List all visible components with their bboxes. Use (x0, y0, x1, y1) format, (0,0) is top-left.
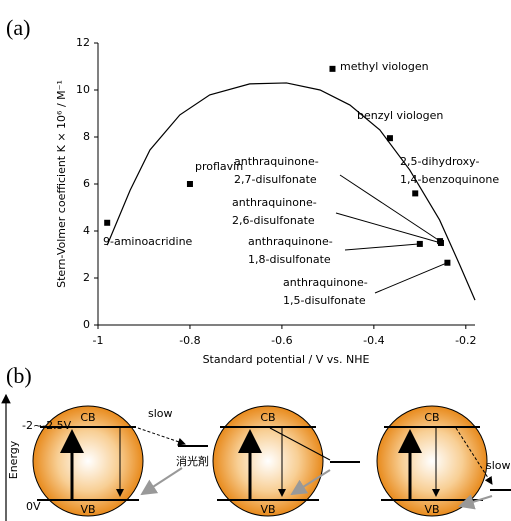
y-tick-label: 4 (83, 224, 90, 237)
point (386, 135, 393, 142)
energy-label: Energy (7, 440, 20, 479)
point-label: 9-aminoacridine (103, 235, 193, 248)
y-tick-label: 8 (83, 130, 90, 143)
slow-transfer (455, 427, 493, 485)
band-label: CB (424, 411, 439, 424)
point-label: benzyl viologen (357, 109, 443, 122)
point-label: anthraquinone- (283, 276, 368, 289)
point (104, 219, 111, 226)
point (412, 190, 419, 197)
y-tick-label: 10 (76, 83, 90, 96)
y-axis-title: Stern-Volmer coefficient K × 10⁶ / M⁻¹ (55, 80, 68, 288)
panel-label: (a) (6, 15, 30, 40)
leader-line (374, 262, 448, 294)
back-transfer (140, 467, 183, 496)
x-tick-label: -1 (93, 334, 104, 347)
back-transfer (290, 469, 331, 496)
point-label: anthraquinone- (232, 196, 317, 209)
point-label: 2,7-disulfonate (234, 173, 317, 186)
back-transfer (458, 494, 493, 510)
point-label: anthraquinone- (234, 155, 319, 168)
point-label: proflavin (195, 160, 243, 173)
fit-curve (106, 82, 476, 301)
point-label: 1,8-disulfonate (248, 253, 331, 266)
point-label: 1,4-benzoquinone (400, 173, 499, 186)
panel-label: (b) (6, 363, 32, 388)
x-tick-label: -0.2 (455, 334, 476, 347)
point-label: 2,6-disulfonate (232, 214, 315, 227)
x-tick-label: -0.4 (363, 334, 384, 347)
leader-line (335, 212, 442, 244)
point-label: methyl viologen (340, 60, 429, 73)
quencher-label: 消光剤 (176, 454, 209, 468)
point-label: 2,5-dihydroxy- (400, 155, 479, 168)
point-label: anthraquinone- (248, 235, 333, 248)
point (186, 181, 193, 187)
level-label: 0V (26, 500, 41, 513)
point-label: 1,5-disulfonate (283, 294, 366, 307)
y-tick-label: 12 (76, 36, 90, 49)
y-tick-label: 2 (83, 271, 90, 284)
slow-label: slow (486, 459, 511, 472)
fast-transfer (269, 427, 331, 461)
leader-line (339, 174, 441, 242)
diagram (1, 393, 511, 521)
band-label: VB (80, 503, 95, 516)
slow-label: slow (148, 407, 173, 420)
band-lines (37, 426, 483, 501)
x-tick-label: -0.6 (271, 334, 292, 347)
band-label: VB (260, 503, 275, 516)
leader-line (344, 243, 420, 251)
x-axis-title: Standard potential / V vs. NHE (203, 353, 370, 366)
band-label: CB (80, 411, 95, 424)
y-tick-label: 0 (83, 318, 90, 331)
band-label: VB (424, 503, 439, 516)
band-label: CB (260, 411, 275, 424)
slow-transfer (137, 427, 186, 446)
x-tick-label: -0.8 (179, 334, 200, 347)
point (329, 65, 336, 72)
y-tick-label: 6 (83, 177, 90, 190)
level-label: -2~-2.5V (22, 419, 72, 432)
